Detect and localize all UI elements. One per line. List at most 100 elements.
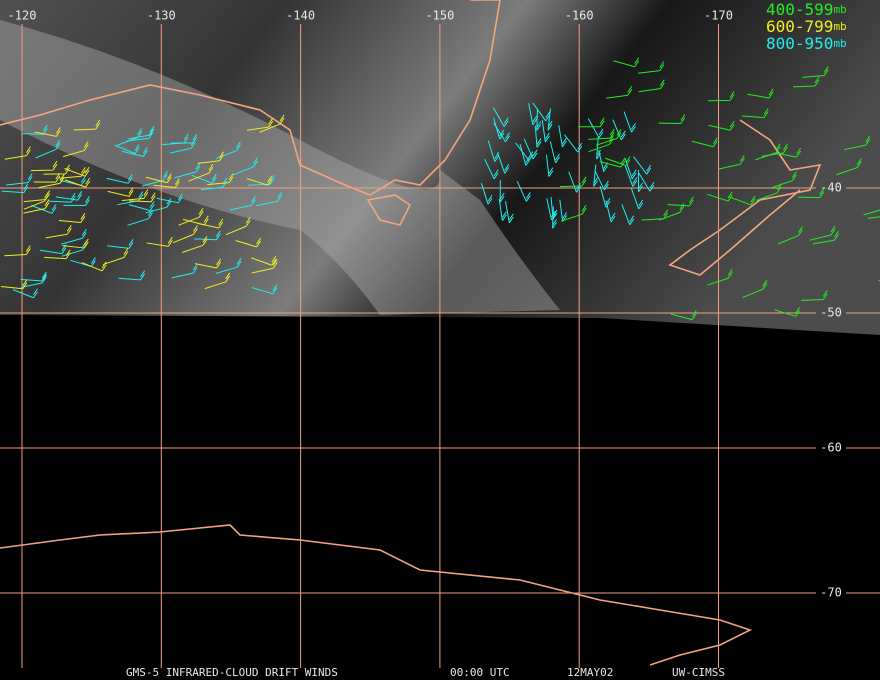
coastline	[366, 194, 412, 226]
wind-barb	[156, 193, 183, 204]
wind-barb	[564, 134, 583, 153]
wind-barb	[126, 129, 154, 142]
wind-barb	[12, 288, 38, 299]
wind-barb	[641, 209, 669, 221]
wind-barb	[771, 171, 797, 189]
wind-barb	[718, 154, 745, 170]
wind-barb	[118, 270, 145, 281]
wind-barb	[498, 198, 507, 221]
wind-barb	[633, 156, 652, 175]
wind-barb	[128, 201, 155, 211]
wind-barb	[493, 122, 510, 143]
wind-barbs	[0, 57, 880, 321]
latitude-label: -70	[820, 586, 842, 600]
wind-barb	[605, 156, 631, 166]
wind-barb	[232, 157, 258, 176]
wind-barb	[63, 196, 90, 206]
wind-barb	[708, 120, 735, 131]
wind-barb	[162, 133, 189, 146]
wind-barb	[561, 204, 587, 222]
wind-barb	[6, 173, 33, 186]
wind-barb	[45, 224, 72, 239]
wind-barb	[229, 196, 256, 211]
wind-barb	[867, 216, 880, 219]
wind-barb	[691, 137, 718, 148]
latitude-label: -50	[820, 306, 842, 320]
wind-barb	[546, 198, 556, 221]
footer-text: UW-CIMSS	[672, 666, 725, 679]
wind-barb	[707, 269, 733, 286]
wind-barb	[797, 188, 825, 199]
wind-barb	[153, 178, 180, 188]
wind-barb	[204, 272, 231, 290]
wind-barb	[102, 248, 129, 266]
longitude-label: -130	[147, 9, 176, 23]
wind-barb	[20, 271, 47, 282]
wind-barb	[541, 120, 550, 143]
wind-barb	[188, 163, 214, 182]
wind-barb	[528, 103, 538, 126]
wind-barb	[708, 91, 735, 102]
legend-range: 600-799	[766, 17, 833, 36]
wind-barb	[107, 239, 134, 249]
longitude-label: -170	[704, 9, 733, 23]
wind-barb	[599, 185, 611, 208]
wind-barb	[623, 111, 636, 133]
wind-barb	[38, 174, 65, 189]
wind-barb	[43, 164, 70, 175]
wind-barb	[594, 170, 609, 191]
wind-barb	[62, 141, 89, 158]
wind-barb	[742, 108, 769, 119]
wind-barb	[35, 140, 61, 159]
wind-barb	[128, 125, 155, 140]
wind-barb	[667, 196, 694, 207]
wind-barb	[127, 209, 153, 226]
wind-barb	[638, 172, 655, 192]
wind-barb	[730, 195, 756, 206]
coastline	[668, 119, 822, 276]
wind-barb	[23, 191, 49, 210]
wind-barb	[532, 102, 551, 122]
legend-entry: 600-799mb	[766, 17, 847, 36]
wind-barb	[547, 108, 553, 131]
footer-text: 12MAY02	[567, 666, 613, 679]
wind-barb	[225, 216, 251, 236]
wind-barb	[34, 127, 61, 137]
wind-barb	[169, 139, 196, 154]
wind-barb	[499, 180, 505, 203]
wind-barb	[836, 158, 862, 176]
wind-barb	[235, 237, 262, 248]
wind-barb	[777, 226, 803, 245]
wind-barb	[593, 164, 599, 187]
wind-barb	[484, 158, 499, 180]
graticule: -120 -130 -140 -150 -160 -170 -40 -50 -60 -70	[0, 9, 880, 668]
wind-barb	[605, 85, 633, 99]
wind-barb	[121, 189, 149, 202]
wind-barb	[536, 108, 542, 131]
wind-barb	[107, 187, 134, 197]
legend-unit: mb	[833, 20, 846, 33]
wind-barb	[487, 140, 500, 162]
wind-barb	[595, 129, 622, 146]
coastline	[0, 524, 753, 666]
wind-barb	[246, 117, 274, 131]
wind-barb	[1, 183, 29, 194]
wind-barb	[612, 119, 626, 141]
wind-barb	[558, 125, 567, 148]
wind-barb	[250, 255, 277, 266]
wind-barb	[534, 125, 542, 148]
wind-barb	[145, 173, 172, 184]
wind-barb	[116, 128, 143, 146]
wind-barb	[182, 215, 209, 226]
wind-barb	[605, 200, 616, 223]
wind-barb	[809, 225, 836, 241]
latitude-label: -60	[820, 441, 842, 455]
wind-barb	[707, 191, 733, 202]
wind-barb	[215, 257, 242, 274]
wind-barb	[560, 176, 587, 188]
wind-barb	[172, 225, 198, 244]
legend-entry: 400-599mb	[766, 0, 847, 19]
wind-barb	[588, 128, 615, 140]
wind-barb	[55, 190, 83, 201]
